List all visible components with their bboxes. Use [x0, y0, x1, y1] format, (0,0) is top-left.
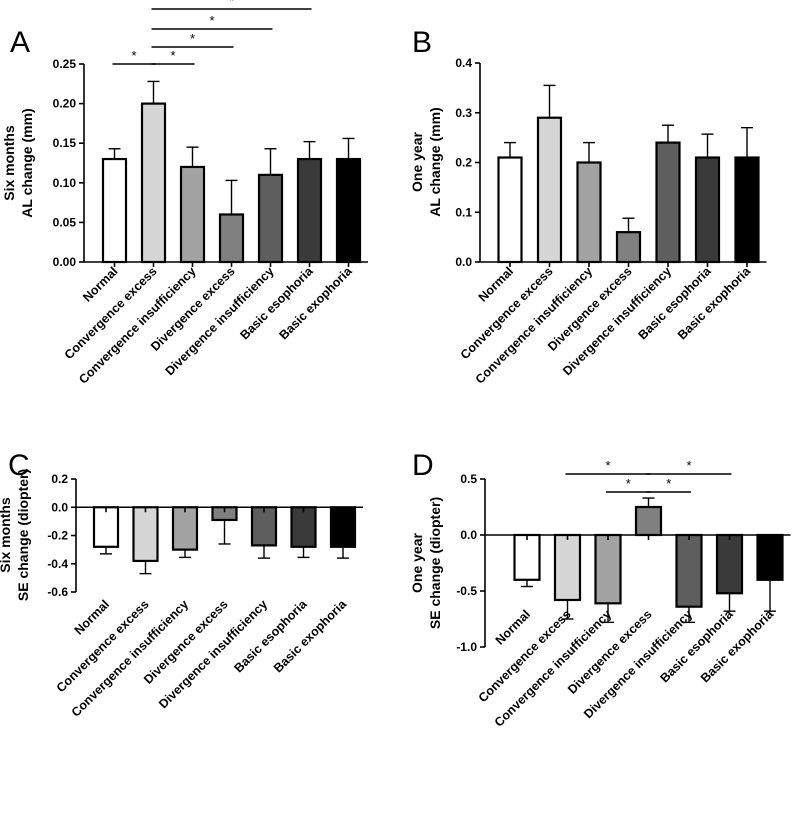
- bar: [257, 173, 284, 264]
- y-axis-label: One year: [409, 532, 425, 592]
- panel-a: A Six months AL change (mm) 0.00 0.05 0.10 0.1…: [1, 0, 368, 387]
- y-axis-label: One year: [409, 131, 425, 191]
- bar: [756, 533, 784, 581]
- y-tick-label: -0.2: [47, 529, 68, 543]
- significance-star: *: [170, 48, 175, 63]
- category-label: Basic exophoria: [675, 263, 754, 342]
- y-tick-label: 0.3: [455, 106, 472, 120]
- category-label: Basic exophoria: [698, 606, 777, 685]
- y-tick-label: 0.15: [53, 136, 77, 150]
- y-tick-label: 0.0: [455, 255, 472, 269]
- bar: [179, 165, 206, 264]
- y-tick-label: 0.00: [53, 255, 77, 269]
- significance-star: *: [626, 476, 631, 491]
- bar: [734, 156, 760, 264]
- bar: [132, 506, 159, 563]
- bar: [715, 533, 744, 595]
- bar: [140, 102, 167, 264]
- bar: [92, 506, 120, 548]
- category-label: Basic esophoria: [657, 606, 736, 685]
- y-tick-label: 0.0: [51, 500, 68, 514]
- category-label: Basic esophoria: [231, 596, 310, 675]
- category-label: Basic esophoria: [635, 263, 714, 342]
- category-label: Basic esophoria: [237, 263, 316, 342]
- panel-d: D One year SE change (diopter) -1.0 -0.5 0.0 0…: [409, 449, 791, 730]
- bar: [250, 506, 278, 547]
- bar: [694, 156, 721, 264]
- panel-letter: B: [412, 26, 432, 59]
- y-tick-label: -1.0: [456, 640, 477, 654]
- y-tick-label: -0.6: [47, 585, 68, 599]
- bar: [171, 506, 199, 551]
- y-axis-label: Six months: [1, 125, 17, 201]
- bar: [634, 505, 663, 537]
- y-axis-label: AL change (mm): [19, 108, 35, 217]
- bar: [675, 533, 703, 608]
- significance-star: *: [229, 0, 234, 8]
- y-tick-label: -0.5: [456, 584, 477, 598]
- y-tick-label: 0.2: [455, 156, 472, 170]
- significance-star: *: [666, 476, 671, 491]
- y-axis-label: SE change (diopter): [427, 497, 443, 629]
- panel-c: C Six months SE change (diopter) -0.6 -0.4 -0…: [0, 449, 363, 720]
- significance-star: *: [190, 31, 195, 46]
- bar: [290, 506, 317, 548]
- bar: [497, 156, 523, 264]
- bar: [335, 157, 362, 264]
- bar: [296, 157, 323, 264]
- bar: [101, 157, 128, 264]
- panel-letter: A: [10, 26, 30, 59]
- category-label: Normal: [493, 607, 533, 647]
- panel-letter: C: [8, 449, 30, 482]
- y-tick-label: 0.05: [53, 215, 77, 229]
- y-tick-label: 0.2: [51, 472, 68, 486]
- panel-letter: D: [412, 449, 434, 482]
- bar: [513, 533, 541, 581]
- y-tick-label: 0.10: [53, 176, 77, 190]
- y-tick-label: 0.20: [53, 97, 77, 111]
- bar: [615, 231, 642, 264]
- significance-star: *: [209, 13, 214, 28]
- bar: [218, 213, 245, 264]
- bar: [553, 533, 582, 602]
- y-tick-label: 0.1: [455, 205, 472, 219]
- y-axis-label: AL change (mm): [427, 107, 443, 216]
- bar: [594, 533, 622, 605]
- y-tick-label: -0.4: [47, 557, 68, 571]
- significance-star: *: [605, 458, 610, 473]
- y-axis-label: Six months: [0, 497, 13, 573]
- bar: [655, 141, 681, 264]
- bar: [576, 161, 602, 264]
- significance-star: *: [131, 48, 136, 63]
- bar: [536, 116, 563, 264]
- y-tick-label: 0.5: [460, 472, 477, 486]
- y-tick-label: 0.4: [455, 56, 472, 70]
- category-label: Basic exophoria: [276, 263, 355, 342]
- significance-star: *: [686, 458, 691, 473]
- y-tick-label: 0.0: [460, 528, 477, 542]
- y-tick-label: 0.25: [53, 57, 77, 71]
- bar: [329, 506, 357, 548]
- y-axis-label: SE change (diopter): [15, 469, 31, 601]
- category-label: Basic exophoria: [271, 596, 350, 675]
